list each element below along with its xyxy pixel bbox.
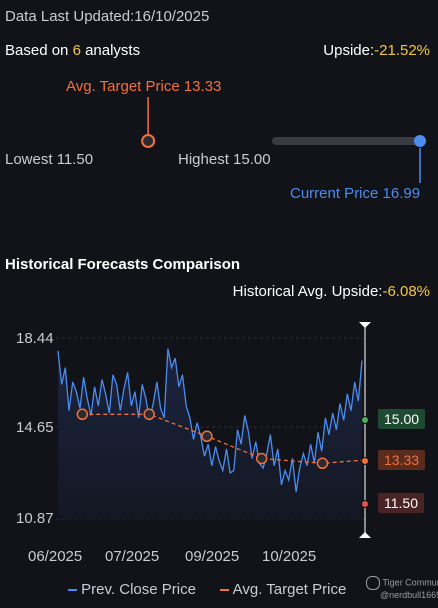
analysts-count: 6 [72,42,81,59]
avg-target-marker [141,134,156,148]
highest-value-tag: 15.00 [378,409,426,429]
current-price-label: Current Price 16.99 [290,185,421,202]
updated-date: 16/10/2025 [134,8,210,25]
bottom-triangle-icon [359,532,371,538]
y-tick-label: 18.44 [16,330,54,347]
price-line [57,348,363,493]
upside-text: Upside:-21.52% [323,42,430,59]
avg-value-tag: 13.33 [378,450,426,470]
top-triangle-icon [359,322,371,328]
watermark-line2: @nerdbull1669 [380,590,438,600]
target-point [255,452,268,465]
legend-close-label: Prev. Close Price [81,581,196,598]
watermark-line1: Tiger Community [382,577,438,588]
watermark: Tiger Community @nerdbull1669 [366,576,438,601]
history-upside-text: Historical Avg. Upside:-6.08% [233,283,430,300]
history-upside-label: Historical Avg. Upside: [232,283,383,300]
target-point [76,408,89,421]
legend-target-swatch [220,589,230,592]
y-tick-label: 10.87 [16,510,54,527]
updated-label: Data Last Updated: [5,8,135,25]
avg-target-label: Avg. Target Price 13.33 [66,78,222,95]
right-marker-dot [361,457,369,465]
lowest-label: Lowest 11.50 [5,151,94,168]
upside-value: -21.52% [374,42,430,59]
analysts-prefix: Based on [5,42,73,59]
target-point [316,457,329,470]
price-area [58,348,362,519]
x-tick-label: 10/2025 [262,548,317,565]
analysts-suffix: analysts [80,42,141,59]
history-title: Historical Forecasts Comparison [5,256,241,273]
legend: Prev. Close Price Avg. Target Price [68,581,346,598]
right-marker-dot [361,500,369,508]
history-upside-value: -6.08% [382,283,430,300]
target-point [201,430,213,443]
x-tick-label: 07/2025 [105,548,160,565]
legend-target-label: Avg. Target Price [232,581,347,598]
target-line [82,413,363,464]
x-tick-label: 06/2025 [28,548,83,565]
target-point [143,408,155,421]
upside-label: Upside: [323,42,375,59]
highest-label: Highest 15.00 [178,151,271,168]
legend-close-swatch [68,589,77,592]
x-tick-label: 09/2025 [185,548,240,565]
y-tick-label: 14.65 [16,419,54,436]
right-marker-dot [361,416,369,424]
lowest-value-tag: 11.50 [378,493,424,513]
data-updated-text: Data Last Updated:16/10/2025 [5,8,209,25]
current-price-marker [414,135,426,147]
analysts-text: Based on 6 analysts [5,42,140,59]
